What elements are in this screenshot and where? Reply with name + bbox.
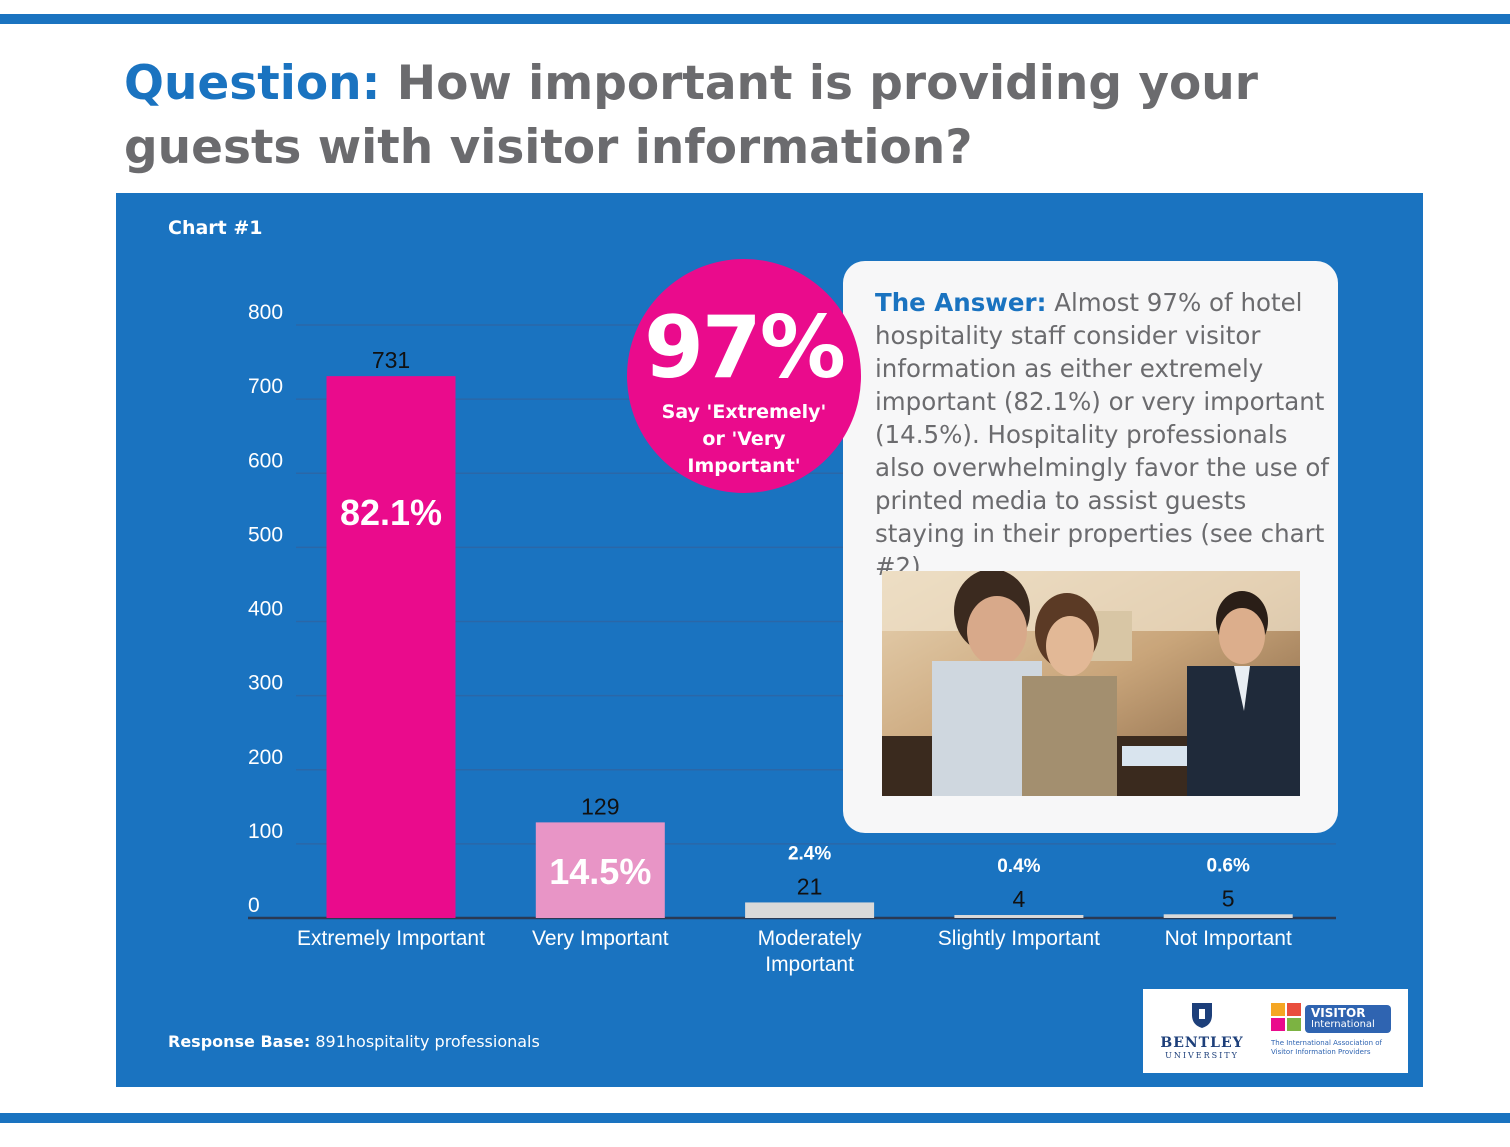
y-tick-label: 200: [248, 746, 283, 769]
visitor-icons-icon: [1271, 1003, 1301, 1031]
bar: [326, 376, 456, 918]
response-base-label: Response Base:: [168, 1032, 311, 1051]
question-prefix: Question:: [124, 56, 381, 111]
y-tick-label: 500: [248, 523, 283, 546]
vi-caption: The International Association of Visitor…: [1271, 1039, 1382, 1056]
x-category-label: Very Important: [532, 927, 669, 950]
x-category-label: Extremely Important: [297, 927, 485, 950]
bar-value-label: 5: [1222, 885, 1235, 911]
visitor-international-logo: VISITOR International The International …: [1271, 1003, 1401, 1056]
vi-line2: International: [1311, 1019, 1375, 1030]
bar-percent-label: 14.5%: [549, 851, 651, 892]
bar-value-label: 129: [581, 793, 619, 819]
bar: [535, 822, 665, 918]
answer-card: The Answer: Almost 97% of hotel hospital…: [843, 261, 1338, 833]
bar: [745, 902, 875, 918]
y-tick-label: 100: [248, 820, 283, 843]
bentley-name: BENTLEY: [1160, 1035, 1244, 1051]
y-tick-label: 300: [248, 672, 283, 695]
bar-percent-label: 0.4%: [997, 856, 1040, 877]
bar-percent-label: 2.4%: [788, 843, 831, 864]
bar-value-label: 4: [1013, 886, 1026, 912]
response-base: Response Base: 891hospitality profession…: [168, 1032, 540, 1051]
bar-percent-label: 0.6%: [1207, 855, 1250, 876]
page-title: Question: How important is providing you…: [124, 52, 1374, 180]
answer-lead: The Answer:: [875, 288, 1047, 317]
bar-percent-label: 82.1%: [340, 492, 442, 533]
question-text: How important is providing your guests w…: [124, 56, 1258, 175]
response-base-value: 891hospitality professionals: [315, 1032, 540, 1051]
x-category-label: Not Important: [1165, 927, 1292, 950]
y-tick-label: 800: [248, 301, 283, 324]
y-tick-label: 0: [248, 894, 260, 917]
x-category-label: Moderately: [758, 927, 862, 950]
y-tick-label: 600: [248, 449, 283, 472]
y-tick-label: 400: [248, 598, 283, 621]
bentley-logo: BENTLEY UNIVERSITY: [1157, 1001, 1247, 1060]
top-rule: [0, 14, 1510, 24]
bentley-sub: UNIVERSITY: [1165, 1051, 1239, 1060]
bar-value-label: 21: [797, 873, 823, 899]
callout-circle: 97% Say 'Extremely' or 'Very Important': [627, 259, 861, 493]
shield-icon: [1192, 1003, 1212, 1028]
chart-label: Chart #1: [168, 217, 263, 239]
answer-text: The Answer: Almost 97% of hotel hospital…: [875, 286, 1335, 583]
bottom-rule: [0, 1113, 1510, 1123]
callout-value: 97%: [644, 298, 846, 398]
x-category-label: Important: [765, 953, 854, 976]
x-category-label: Slightly Important: [938, 927, 1100, 950]
callout-text: Say 'Extremely' or 'Very Important': [661, 401, 827, 477]
hotel-reception-photo: [882, 571, 1300, 796]
y-tick-label: 700: [248, 375, 283, 398]
logo-box: BENTLEY UNIVERSITY VISITOR International…: [1143, 989, 1408, 1073]
bar: [1163, 914, 1293, 918]
bar-value-label: 731: [372, 347, 410, 373]
vi-line1: VISITOR: [1311, 1006, 1366, 1020]
chart-panel: Chart #1 0 100 200 300 400 500 600 700 800 731 82.…: [116, 193, 1423, 1087]
bar: [954, 915, 1084, 918]
answer-body: Almost 97% of hotel hospitality staff co…: [875, 288, 1330, 581]
bar-chart: 0 100 200 300 400 500 600 700 800 731 82.1% Extreme…: [248, 301, 1336, 976]
visitor-badge: VISITOR International: [1305, 1005, 1391, 1033]
